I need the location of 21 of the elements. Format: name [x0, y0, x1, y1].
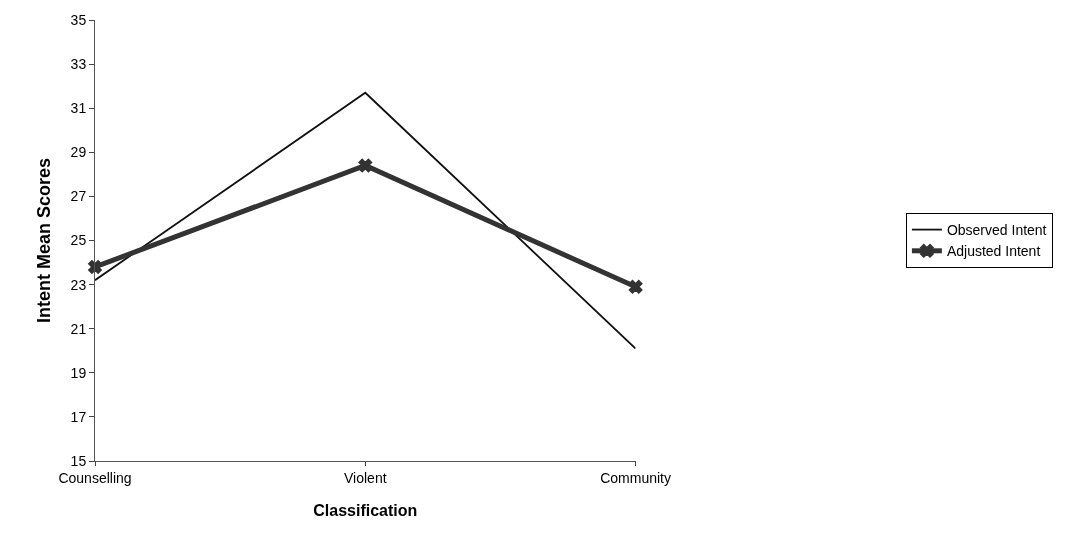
- legend-label: Adjusted Intent: [946, 243, 1041, 260]
- x-axis-title: Classification: [313, 502, 418, 520]
- y-tick-label: 23: [70, 276, 87, 293]
- y-tick-label: 29: [70, 144, 87, 161]
- y-tick-label: 27: [70, 188, 87, 205]
- legend-label: Observed Intent: [946, 222, 1047, 239]
- y-tick-label: 35: [70, 11, 87, 28]
- point: [88, 259, 102, 274]
- y-tick-label: 31: [70, 100, 87, 117]
- y-tick-label: 33: [70, 56, 87, 72]
- x-tick-label: Violent: [344, 469, 387, 486]
- y-tick-label: 19: [70, 364, 87, 381]
- y-tick-label: 25: [70, 232, 87, 249]
- y-axis-title: Intent Mean Scores: [33, 157, 54, 324]
- point: [628, 279, 643, 294]
- x-tick-label: Counselling: [58, 469, 132, 486]
- y-tick-label: 17: [70, 408, 87, 425]
- x-tick-label: Community: [600, 469, 671, 486]
- y-tick-label: 15: [70, 452, 87, 469]
- point: [358, 158, 373, 173]
- y-tick-label: 21: [70, 320, 87, 337]
